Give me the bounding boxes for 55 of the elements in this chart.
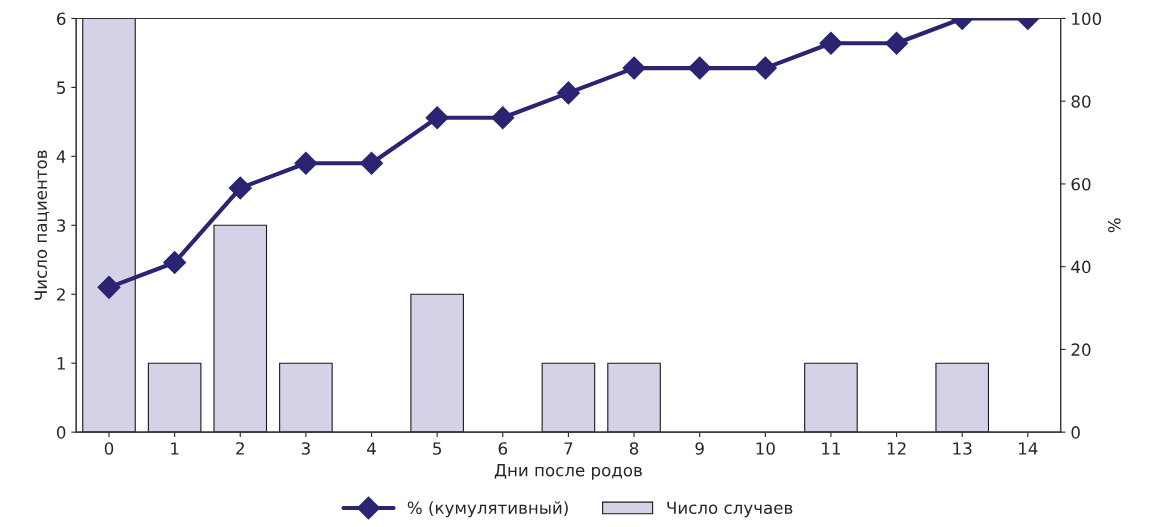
point: [294, 151, 318, 175]
x-tick-label: 11: [822, 442, 841, 455]
x-tick-label: 0: [104, 442, 114, 455]
point: [491, 106, 515, 130]
point: [360, 151, 384, 175]
y-tick-label: 6: [57, 12, 66, 26]
y2-tick-label: 80: [1071, 95, 1091, 108]
y2-tick-label: 40: [1071, 260, 1091, 274]
bar: [541, 362, 596, 433]
bar: [279, 362, 333, 433]
y2-tick-label: 100: [1072, 12, 1102, 26]
y-axis-title: Число пациентов: [34, 150, 50, 300]
point: [97, 275, 121, 299]
y-tick-label: 1: [57, 357, 65, 370]
x-tick-label: 1: [171, 442, 179, 455]
y2-tick-label: 60: [1071, 177, 1091, 191]
y-tick-label: 0: [56, 426, 66, 439]
bar: [213, 224, 268, 433]
point: [622, 56, 646, 80]
bar: [804, 362, 858, 433]
x-tick-label: 2: [236, 442, 244, 455]
x-tick-label: 4: [367, 442, 376, 455]
x-tick-label: 12: [887, 442, 906, 455]
bar: [147, 362, 202, 433]
x-tick-label: 5: [433, 442, 441, 455]
x-tick-label: 6: [498, 442, 508, 455]
x-tick-label: 3: [301, 442, 310, 455]
bar: [410, 293, 464, 433]
y-tick-label: 2: [57, 288, 65, 301]
x-tick-label: 13: [953, 442, 972, 455]
x-tick-label: 8: [629, 442, 639, 455]
y-tick-label: 5: [57, 81, 65, 94]
legend-label: Число случаев: [667, 501, 793, 518]
y2-tick-label: 0: [1071, 426, 1080, 439]
y2-axis-title: %: [1108, 218, 1121, 233]
y-tick-label: 4: [56, 150, 66, 163]
point: [163, 251, 187, 275]
point: [688, 56, 712, 80]
x-tick-label: 9: [695, 442, 704, 455]
x-tick-label: 7: [564, 442, 573, 455]
x-tick-label: 14: [1019, 442, 1038, 455]
y2-tick-label: 20: [1071, 343, 1091, 356]
point: [819, 31, 843, 55]
point: [885, 31, 909, 55]
point: [425, 106, 449, 130]
x-tick-label: 10: [756, 442, 775, 455]
point: [753, 56, 777, 80]
bar: [607, 362, 661, 433]
bar: [82, 18, 136, 433]
bar: [935, 362, 990, 433]
legend-label: % (кумулятивный): [407, 501, 568, 518]
x-axis-title: Дни после родов: [494, 464, 642, 480]
y-tick-label: 3: [57, 219, 66, 232]
point: [556, 81, 580, 105]
point: [228, 176, 252, 200]
